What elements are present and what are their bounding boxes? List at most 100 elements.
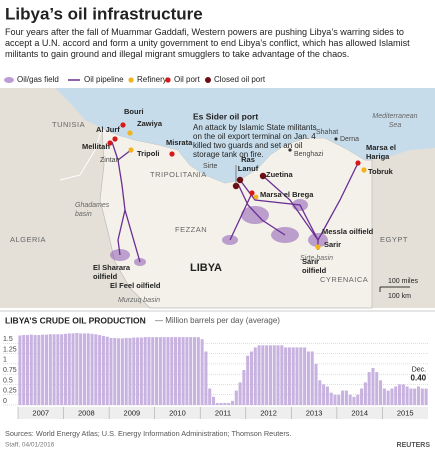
bar bbox=[185, 337, 189, 405]
chart-title: LIBYA’S CRUDE OIL PRODUCTION bbox=[5, 315, 146, 325]
legend-label: Closed oil port bbox=[214, 75, 266, 84]
legend-label: Oil pipeline bbox=[84, 75, 124, 84]
bar bbox=[208, 388, 212, 405]
bar bbox=[204, 351, 208, 405]
bar bbox=[136, 337, 140, 405]
sites bbox=[107, 122, 367, 250]
bar bbox=[52, 334, 56, 405]
bar bbox=[196, 337, 200, 405]
map-label: oilfield bbox=[302, 266, 327, 275]
bar bbox=[337, 394, 341, 405]
bar bbox=[60, 334, 64, 405]
bar bbox=[386, 390, 390, 405]
bar bbox=[48, 334, 52, 405]
bar bbox=[215, 402, 219, 405]
bar bbox=[155, 337, 159, 405]
sea bbox=[55, 88, 435, 183]
bar bbox=[230, 400, 235, 405]
bar bbox=[360, 388, 364, 405]
pipelines bbox=[111, 141, 359, 263]
bar bbox=[177, 337, 181, 405]
map-label: FEZZAN bbox=[175, 225, 207, 234]
bar bbox=[341, 390, 345, 405]
bar bbox=[356, 394, 360, 405]
bar bbox=[22, 335, 26, 405]
map-label: Sarir bbox=[302, 257, 319, 266]
closed-oil-port bbox=[259, 172, 267, 180]
map-label: Zawiya bbox=[137, 119, 163, 128]
bar bbox=[82, 333, 86, 405]
bar bbox=[200, 339, 204, 405]
x-tick-label: 2014 bbox=[351, 408, 368, 417]
x-tick-label: 2015 bbox=[397, 408, 414, 417]
bar bbox=[170, 337, 174, 405]
bar bbox=[75, 333, 79, 405]
y-tick-label: 0.25 bbox=[3, 388, 17, 395]
oil-port bbox=[169, 151, 175, 157]
bar bbox=[181, 337, 185, 405]
bar bbox=[299, 347, 303, 405]
bar bbox=[261, 345, 265, 405]
bar bbox=[276, 345, 280, 405]
oil-port bbox=[107, 140, 113, 146]
bar bbox=[394, 386, 398, 405]
bar bbox=[128, 337, 132, 405]
bar bbox=[401, 384, 405, 405]
bar bbox=[242, 370, 246, 405]
annotation-text: on the oil export terminal on Jan. 4 bbox=[193, 132, 316, 141]
bar bbox=[413, 388, 417, 405]
map-label: Derna bbox=[340, 136, 359, 143]
map-label: Zintan bbox=[100, 157, 120, 164]
x-tick-label: 2007 bbox=[32, 408, 49, 417]
annotation-title: Es Sider oil port bbox=[193, 111, 258, 121]
map-label: El Feel oilfield bbox=[110, 281, 161, 290]
bar bbox=[132, 337, 136, 405]
map-label: Benghazi bbox=[294, 151, 324, 158]
map-label: Marsa el Brega bbox=[260, 190, 314, 199]
map-label: El Sharara bbox=[93, 263, 131, 272]
bar bbox=[405, 386, 409, 405]
legend-label: Refinery bbox=[137, 75, 167, 84]
bar bbox=[223, 402, 227, 405]
bar bbox=[44, 334, 48, 405]
bar bbox=[189, 337, 193, 405]
subtitle: Four years after the fall of Muammar Gad… bbox=[5, 27, 410, 59]
map-label: Tobruk bbox=[368, 167, 394, 176]
map-label: ALGERIA bbox=[10, 235, 46, 244]
map-label: TUNISIA bbox=[52, 120, 85, 129]
x-axis-strip bbox=[18, 407, 428, 419]
bar bbox=[379, 380, 383, 405]
town bbox=[288, 148, 292, 152]
refinery bbox=[361, 167, 367, 173]
bar bbox=[352, 396, 356, 405]
bar bbox=[151, 337, 155, 405]
map-label: Murzuq basin bbox=[118, 297, 160, 304]
bar bbox=[120, 338, 124, 405]
bar bbox=[227, 402, 231, 405]
bar bbox=[238, 382, 242, 405]
refinery bbox=[128, 147, 134, 153]
bar bbox=[322, 384, 326, 405]
bar bbox=[41, 334, 45, 405]
bar bbox=[420, 388, 424, 405]
bar bbox=[306, 351, 310, 405]
bar bbox=[25, 335, 30, 405]
y-tick-label: 1.5 bbox=[3, 336, 13, 343]
legend-swatch bbox=[165, 77, 171, 83]
x-tick-label: 2009 bbox=[124, 408, 141, 417]
bar bbox=[158, 337, 162, 405]
x-tick-label: 2012 bbox=[260, 408, 277, 417]
bar bbox=[398, 384, 402, 405]
map-label: oilfield bbox=[93, 272, 118, 281]
map-label: Lanuf bbox=[238, 164, 259, 173]
annotation-text: An attack by Islamic State militants bbox=[193, 123, 317, 132]
border bbox=[59, 127, 103, 181]
map-label: Ghadames bbox=[75, 202, 110, 209]
x-tick-label: 2008 bbox=[78, 408, 95, 417]
map-label: LIBYA bbox=[190, 262, 222, 274]
map-label: Shahat bbox=[316, 129, 338, 136]
bar bbox=[363, 382, 367, 405]
bar bbox=[257, 345, 261, 405]
scale-label: 100 km bbox=[388, 293, 411, 300]
